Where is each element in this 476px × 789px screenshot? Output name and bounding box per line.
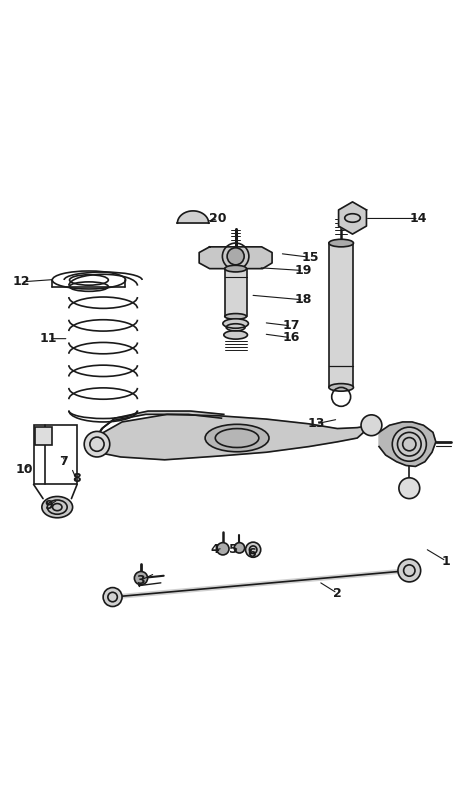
Text: 16: 16: [282, 331, 300, 344]
Circle shape: [217, 543, 229, 555]
Ellipse shape: [42, 496, 73, 518]
Text: 11: 11: [40, 332, 58, 345]
Text: 15: 15: [301, 251, 318, 264]
Text: 17: 17: [282, 320, 300, 332]
Ellipse shape: [223, 319, 248, 328]
Text: 18: 18: [295, 294, 312, 306]
Bar: [35, 427, 52, 445]
Polygon shape: [97, 414, 371, 460]
Text: 10: 10: [15, 463, 33, 476]
Text: 5: 5: [229, 543, 238, 556]
Ellipse shape: [225, 265, 247, 272]
Text: 20: 20: [209, 212, 227, 225]
Circle shape: [399, 478, 420, 499]
Text: 7: 7: [60, 455, 68, 468]
Polygon shape: [379, 422, 436, 466]
Text: 6: 6: [247, 548, 256, 560]
Text: 19: 19: [295, 264, 312, 277]
Polygon shape: [178, 211, 208, 223]
Circle shape: [84, 432, 110, 457]
Polygon shape: [199, 247, 272, 268]
Bar: [329, 243, 354, 387]
Circle shape: [134, 571, 148, 585]
Circle shape: [246, 542, 261, 557]
Circle shape: [227, 248, 244, 265]
Text: 9: 9: [44, 499, 53, 512]
Ellipse shape: [392, 427, 426, 462]
Ellipse shape: [329, 239, 354, 247]
Bar: [34, 425, 77, 484]
Circle shape: [103, 588, 122, 607]
Text: 13: 13: [307, 417, 325, 430]
Bar: [225, 268, 247, 316]
Circle shape: [234, 543, 245, 553]
Ellipse shape: [225, 313, 247, 320]
Text: 3: 3: [137, 574, 145, 586]
Polygon shape: [338, 202, 367, 234]
Polygon shape: [97, 411, 224, 436]
Ellipse shape: [329, 383, 354, 391]
Ellipse shape: [205, 424, 269, 452]
Circle shape: [398, 559, 421, 582]
Text: 1: 1: [442, 555, 451, 567]
Ellipse shape: [224, 331, 248, 339]
Circle shape: [361, 415, 382, 436]
Text: 14: 14: [410, 212, 427, 225]
Text: 12: 12: [12, 275, 30, 288]
Text: 4: 4: [211, 543, 219, 556]
Text: 8: 8: [72, 473, 80, 485]
Text: 2: 2: [333, 587, 342, 600]
